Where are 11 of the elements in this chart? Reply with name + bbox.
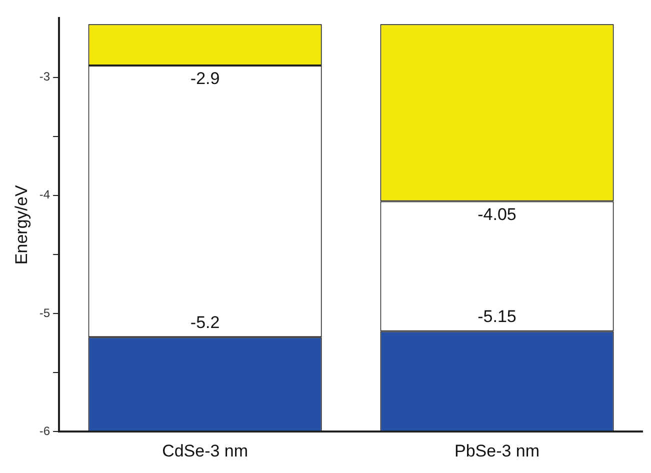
y-tick-label: -3 (39, 70, 50, 84)
annotation: -4.05 (478, 204, 516, 224)
x-tick-label: PbSe-3 nm (454, 441, 540, 460)
x-tick-label: CdSe-3 nm (162, 441, 248, 460)
annotation: -2.9 (190, 69, 220, 88)
y-axis-title: Energy/eV (12, 184, 31, 265)
y-tick-label: -5 (39, 306, 50, 320)
y-tick-label: -4 (39, 188, 50, 202)
annotation: -5.15 (478, 306, 516, 326)
annotation: -5.2 (190, 312, 220, 332)
y-tick-label: -6 (39, 424, 50, 438)
